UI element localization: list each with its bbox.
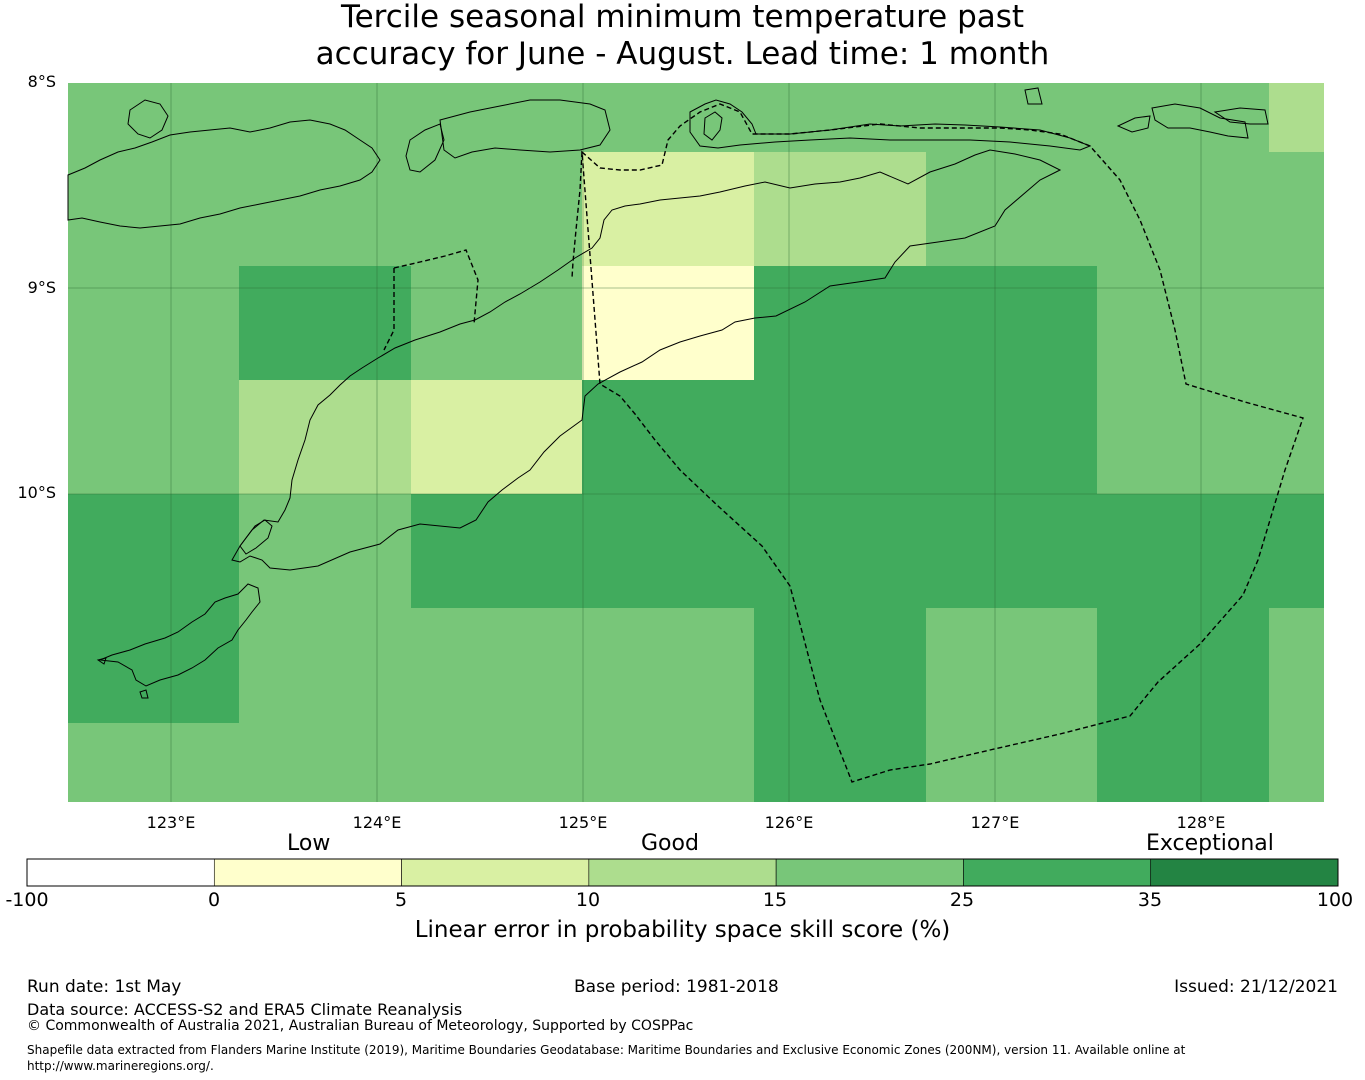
grid-cell (68, 608, 239, 723)
grid-cell (68, 494, 239, 608)
grid-cell (754, 608, 926, 802)
map-grid-cells (68, 83, 1324, 802)
lon-label-127e: 127°E (970, 813, 1020, 832)
oecusse-eez-boundary (383, 268, 395, 351)
small-island-coastline (1024, 87, 1043, 105)
colorbar-tick: 35 (1137, 889, 1163, 911)
category-label-exceptional: Exceptional (1146, 831, 1274, 856)
run-date: Run date: 1st May (27, 977, 182, 997)
grid-cell (582, 152, 754, 266)
shapefile-url: http://www.marineregions.org/. (27, 1059, 214, 1073)
grid-cell (239, 266, 411, 380)
colorbar-tick: 100 (1316, 889, 1354, 911)
eez-boundaries (383, 103, 1304, 783)
map-graticule (68, 83, 1324, 802)
lat-label-9s: 9°S (27, 278, 56, 297)
rote-coastline (98, 583, 261, 687)
small-island-coastline (1213, 107, 1269, 125)
lat-label-10s: 10°S (17, 483, 56, 502)
grid-cell (754, 152, 926, 266)
colorbar-tick: 5 (394, 889, 408, 911)
atauro-coastline (703, 111, 723, 141)
colorbar-title: Linear error in probability space skill … (414, 917, 951, 943)
lon-label-125e: 125°E (558, 813, 608, 832)
grid-cell (239, 380, 411, 494)
grid-cell (754, 266, 1097, 380)
alor-coastline (439, 99, 611, 159)
colorbar-tick: 10 (575, 889, 601, 911)
oecusse-eez-boundary (571, 151, 583, 279)
category-label-good: Good (641, 831, 699, 856)
lon-label-128e: 128°E (1176, 813, 1226, 832)
shapefile-credit: Shapefile data extracted from Flanders M… (27, 1043, 1186, 1057)
grid-cell (411, 380, 582, 494)
grid-cell (582, 266, 754, 380)
oecusse-eez-boundary (393, 249, 479, 325)
small-island-coastline (96, 657, 107, 665)
grid-cell (1097, 608, 1269, 802)
map-title-line-1: Tercile seasonal minimum temperature pas… (340, 0, 1025, 35)
solor-coastline (127, 99, 169, 139)
pantar-coastline (405, 123, 445, 173)
grid-cell (582, 380, 1097, 494)
timor-leste-eez-boundary (581, 103, 1304, 783)
lon-label-126e: 126°E (764, 813, 814, 832)
small-island-coastline (1151, 103, 1249, 139)
lon-label-123e: 123°E (146, 813, 196, 832)
lon-label-124e: 124°E (352, 813, 402, 832)
issued-date: Issued: 21/12/2021 (1174, 977, 1338, 997)
flores-coastline (67, 119, 381, 229)
map-title-line-2: accuracy for June - August. Lead time: 1… (315, 36, 1050, 72)
colorbar-tick: 15 (762, 889, 788, 911)
colorbar-tick: 25 (949, 889, 975, 911)
wetar-coastline (689, 99, 1092, 151)
colorbar-tick: 0 (207, 889, 221, 911)
copyright-notice: © Commonwealth of Australia 2021, Austra… (27, 1018, 694, 1034)
category-label-low: Low (287, 831, 331, 856)
timor-coastline (231, 149, 1062, 571)
grid-cell (411, 494, 1324, 608)
base-period: Base period: 1981-2018 (574, 977, 779, 997)
grid-cell (1269, 83, 1324, 152)
small-island-coastline (139, 689, 149, 699)
colorbar-tick: -100 (5, 889, 49, 911)
data-source: Data source: ACCESS-S2 and ERA5 Climate … (27, 1000, 463, 1019)
small-island-coastline (1116, 115, 1151, 133)
lat-label-8s: 8°S (27, 72, 56, 91)
map-coastlines (67, 87, 1269, 699)
semau-coastline (239, 519, 273, 555)
